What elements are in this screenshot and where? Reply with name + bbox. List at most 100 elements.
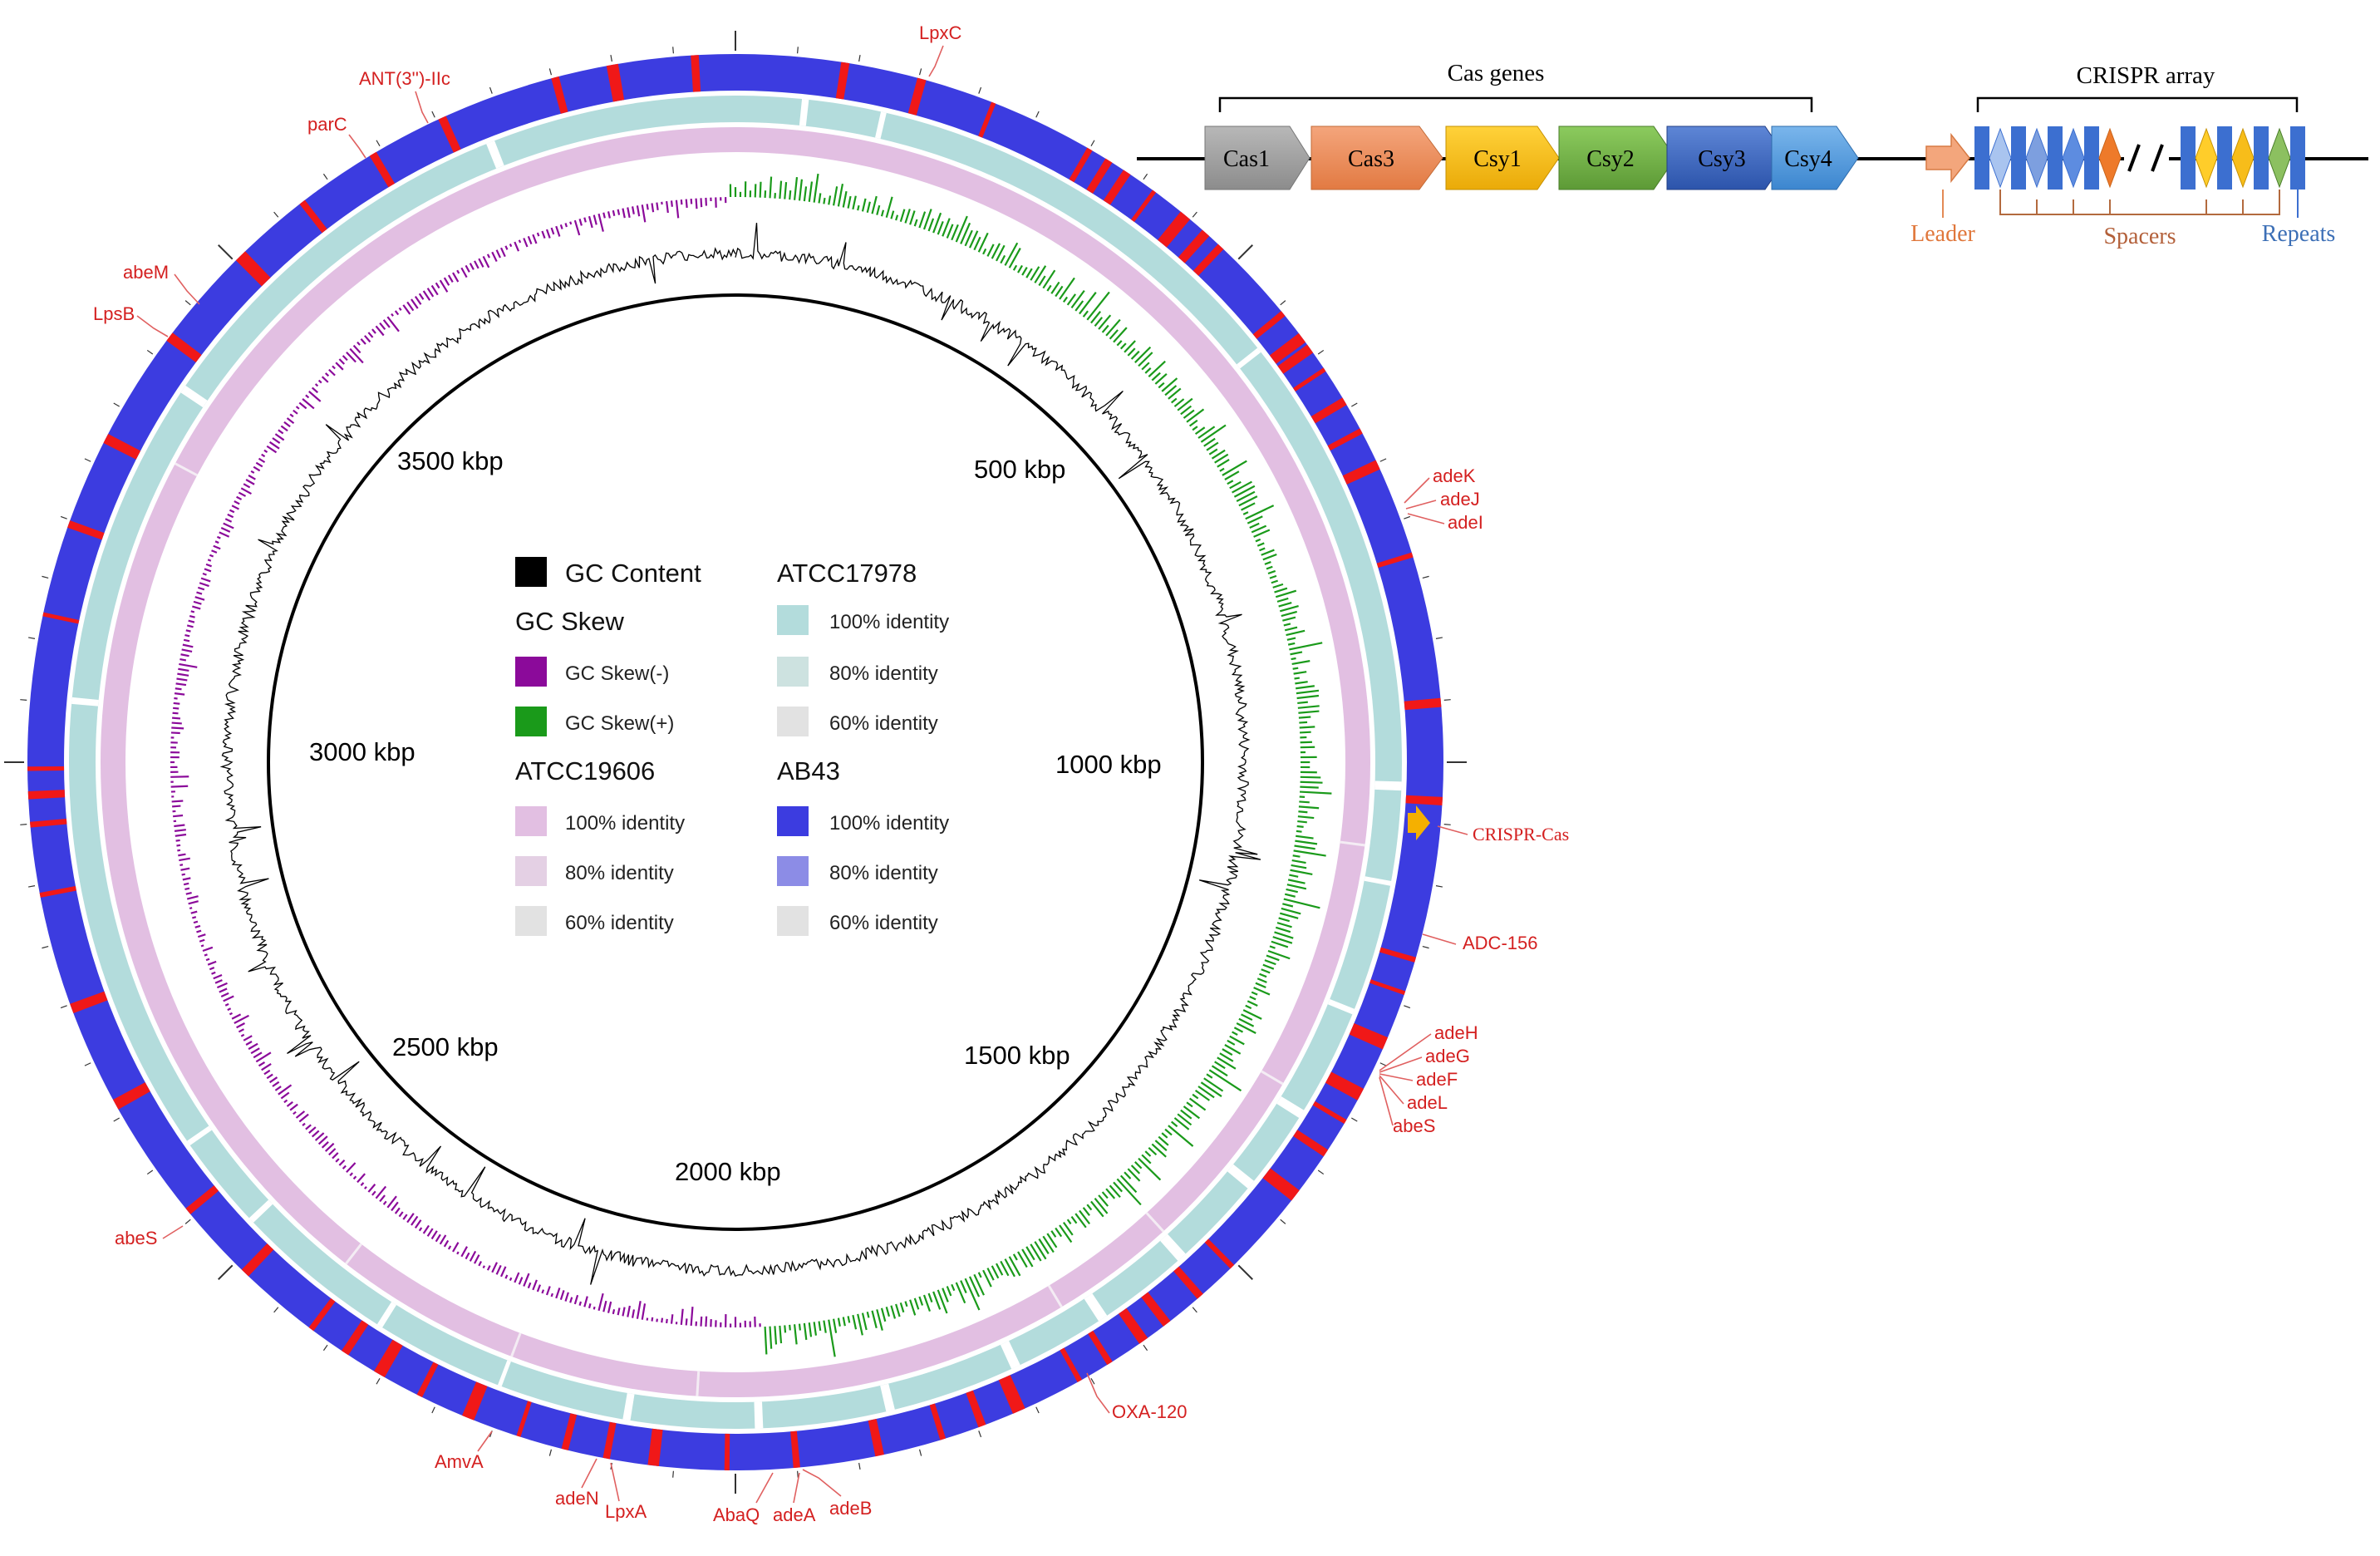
gc-skew-bar [627,207,631,219]
gc-skew-bar [1206,441,1219,451]
gene-cas1: Cas1 [1204,126,1310,190]
gc-skew-bar [204,568,212,573]
gc-skew-bar [216,535,221,539]
gc-skew-bar [1284,626,1298,632]
legend-swatch-19606-60 [515,906,547,936]
gc-skew-bar [1116,340,1123,347]
gc-skew-bar [394,310,400,316]
gc-skew-bar [518,1277,524,1285]
legend-swatch-17978-60 [777,707,809,736]
gc-skew-bar [789,190,792,200]
gc-skew-bar [360,337,366,345]
gc-skew-bar [523,1273,530,1287]
gc-skew-bar [622,1307,626,1317]
gc-skew-bar [234,1014,249,1024]
gc-skew-bar [298,1113,309,1123]
gc-skew-bar [798,179,803,201]
gc-skew-bar [238,491,247,497]
gc-skew-bar [1046,1233,1058,1248]
ab43-variant-mark [1369,979,1406,996]
gc-skew-bar [1271,940,1289,948]
gc-skew-bar [293,1110,297,1115]
ab43-variant-mark [1178,229,1210,263]
gc-skew-bar [1192,426,1198,431]
gc-skew-bar [402,304,411,315]
scale-tick [84,1062,91,1066]
ab43-variant-mark [1342,460,1380,485]
gc-skew-bar [321,376,329,383]
ab43-variant-mark [1376,552,1414,569]
ab43-variant-mark [998,1375,1025,1414]
gc-skew-bar [803,186,808,202]
atcc17978-ring [69,96,1402,1429]
gc-skew-bar [1130,1165,1141,1174]
scale-tick [1237,1264,1253,1280]
gc-skew-bar [371,1190,376,1196]
gc-skew-bar [1296,825,1304,828]
gc-skew-bar [1059,277,1075,300]
gc-skew-bar [942,218,951,237]
gc-skew-bar [991,1265,1000,1279]
scale-tick [322,173,328,180]
gc-skew-bar [1055,1227,1063,1238]
gc-skew-bar [1297,701,1308,705]
gc-skew-bar [181,873,186,876]
atcc19606-gap-mark [345,1243,362,1265]
ab43-variant-mark [27,790,66,800]
gc-skew-bar [1287,642,1296,646]
gc-skew-bar [588,1303,592,1309]
circular-map: 500 kbp 1000 kbp 1500 kbp 2000 kbp 2500 … [4,22,1569,1525]
gc-skew-bar [283,1099,288,1104]
gc-skew-bar [311,1130,320,1138]
gc-skew-bar [942,1288,949,1302]
gc-skew-bar [1247,515,1263,524]
gc-skew-bar [1274,587,1288,593]
ab43-variant-mark [978,101,996,138]
gc-skew-bar [1066,293,1077,306]
scale-tick [20,699,27,701]
scale-tick [218,244,234,260]
gc-skew-bar [555,1288,561,1299]
gc-skew-bar [200,944,204,948]
ab43-variant-mark [1325,1071,1365,1101]
backbone-circle [267,293,1204,1231]
gc-skew-bar [1251,991,1258,996]
gc-skew-bar [1161,1132,1168,1139]
scale-tick [60,515,67,519]
gc-skew-bar [1291,660,1310,666]
gc-skew-bar [895,214,899,221]
gc-skew-bar [951,224,959,241]
gc-skew-bar [550,1293,553,1297]
gc-skew-bar [349,347,364,364]
gc-skew-bar [607,1301,612,1313]
gc-skew-bar [913,1297,920,1310]
gc-skew-bar [357,341,361,346]
legend-17978-100: 100% identity [829,611,949,633]
gc-skew-bar [280,1091,290,1100]
scale-tick [42,575,49,579]
legend-ab43-80: 80% identity [829,862,938,884]
gc-skew-bar [680,199,683,205]
gc-skew-bar [289,1103,298,1111]
gc-skew-bar [1300,741,1312,744]
atcc17978-gap-mark [376,1302,397,1328]
gc-skew-bar [182,643,194,648]
gene-label-lpsb: LpsB [93,303,135,324]
gc-skew-bar [982,248,987,255]
scale-tick [548,68,553,76]
gc-skew-bar [250,470,255,474]
gc-skew-bar [784,1325,787,1333]
gc-skew-bar [266,445,278,454]
gc-skew-bar [852,195,857,210]
gc-skew-bar [784,182,788,199]
gene-arrow-csy1 [1445,126,1560,190]
gc-skew-bar [1004,242,1019,266]
atcc17978-gap-mark [1276,1096,1305,1118]
ab43-variant-mark [551,76,568,114]
gc-skew-bar [1287,879,1306,884]
gc-skew-bar [583,1296,588,1307]
gc-skew-bar [1269,945,1276,949]
gc-skew-bar [1299,726,1315,729]
gc-skew-bar [220,992,229,997]
legend-gc-content: GC Content [565,559,701,588]
